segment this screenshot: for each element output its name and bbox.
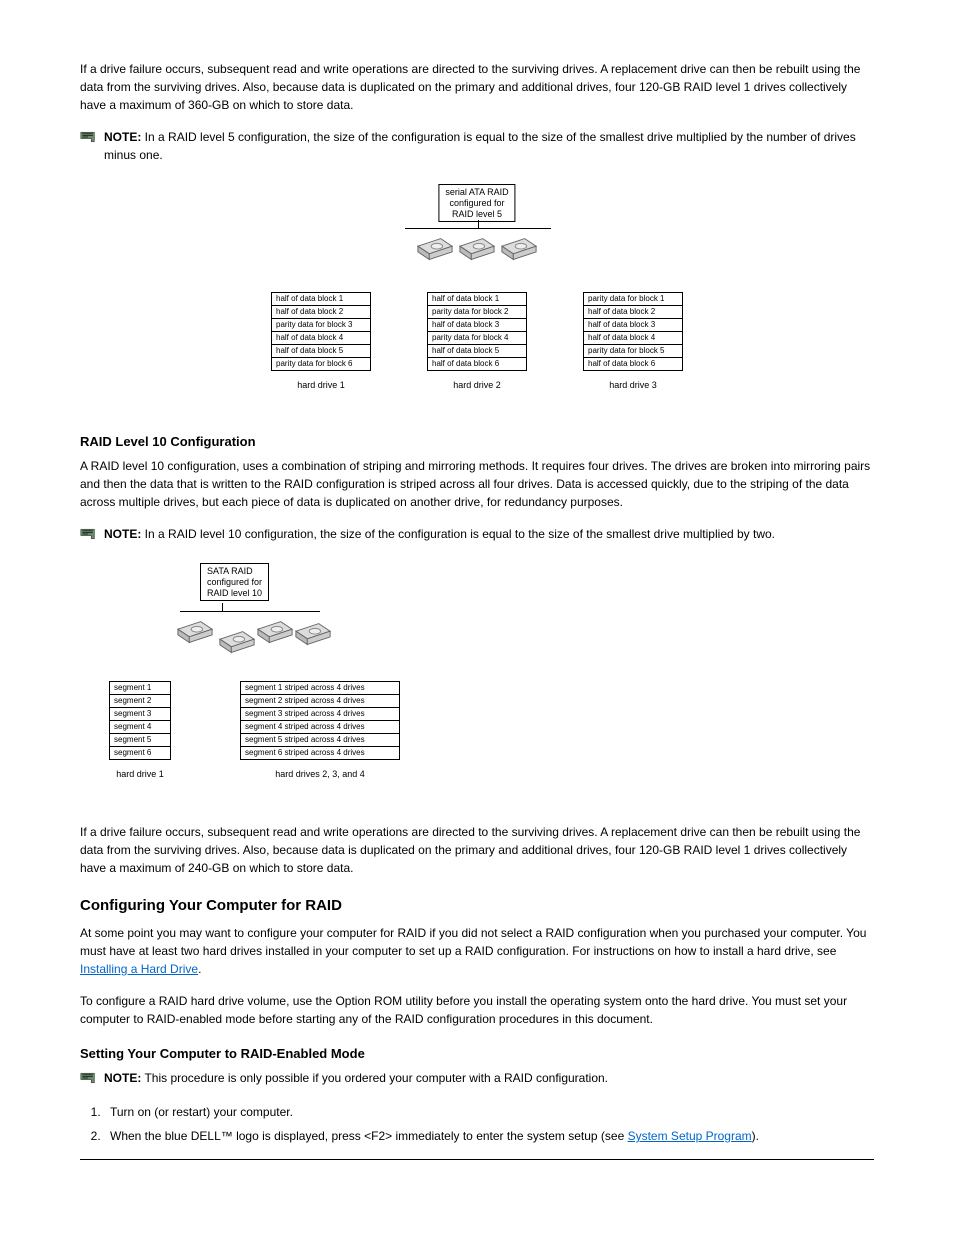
raid5-drives — [407, 236, 547, 284]
table-row: parity data for block 5 — [583, 344, 683, 358]
note-body: This procedure is only possible if you o… — [141, 1071, 608, 1085]
table-row: segment 4 striped across 4 drives — [240, 720, 400, 734]
drive-icon — [500, 236, 538, 264]
config-paragraph: At some point you may want to configure … — [80, 924, 874, 978]
li1-text: Turn on (or restart) your computer. — [110, 1105, 293, 1119]
raid5-col3: parity data for block 1 half of data blo… — [569, 292, 697, 390]
li2-post: ). — [752, 1129, 759, 1143]
table-row: half of data block 4 — [271, 331, 371, 345]
table-row: segment 1 striped across 4 drives — [240, 681, 400, 695]
topbox-line: configured for — [207, 577, 262, 588]
note-body: In a RAID level 10 configuration, the si… — [141, 527, 775, 541]
note-label: NOTE: — [104, 1071, 141, 1085]
li2-pre: When the blue DELL™ logo is displayed, p… — [110, 1129, 628, 1143]
note-label: NOTE: — [104, 527, 141, 541]
table-row: segment 3 striped across 4 drives — [240, 707, 400, 721]
note-body: In a RAID level 5 configuration, the siz… — [104, 130, 856, 162]
table-row: half of data block 1 — [271, 292, 371, 306]
config-paragraph2: To configure a RAID hard drive volume, u… — [80, 992, 874, 1028]
topbox-line: SATA RAID — [207, 566, 262, 577]
raid10-col-left: segment 1 segment 2 segment 3 segment 4 … — [100, 681, 180, 779]
note-raid10: NOTE: In a RAID level 10 configuration, … — [80, 525, 874, 543]
note-label: NOTE: — [104, 130, 141, 144]
topbox-line: RAID level 5 — [445, 209, 508, 220]
table-row: half of data block 6 — [583, 357, 683, 371]
raid10-heading: RAID Level 10 Configuration — [80, 434, 874, 449]
topbox-line: RAID level 10 — [207, 588, 262, 599]
raid10-caption-right: hard drives 2, 3, and 4 — [275, 769, 365, 779]
raid-enabled-heading: Setting Your Computer to RAID-Enabled Mo… — [80, 1046, 874, 1061]
raid5-caption3: hard drive 3 — [609, 380, 657, 390]
system-setup-link[interactable]: System Setup Program — [628, 1129, 752, 1143]
table-row: half of data block 2 — [583, 305, 683, 319]
drive-icon — [294, 621, 332, 649]
table-row: segment 6 striped across 4 drives — [240, 746, 400, 760]
drive-icon — [176, 619, 214, 647]
config-para-pre: At some point you may want to configure … — [80, 926, 866, 958]
table-row: parity data for block 2 — [427, 305, 527, 319]
drive-icon — [256, 619, 294, 647]
topbox-line: configured for — [445, 198, 508, 209]
note-icon — [80, 130, 96, 144]
table-row: segment 2 striped across 4 drives — [240, 694, 400, 708]
raid10-figure: SATA RAID configured for RAID level 10 s… — [80, 563, 874, 793]
raid5-col1: half of data block 1 half of data block … — [257, 292, 385, 390]
note-raid5: NOTE: In a RAID level 5 configuration, t… — [80, 128, 874, 164]
table-row: parity data for block 1 — [583, 292, 683, 306]
note-text: NOTE: In a RAID level 5 configuration, t… — [104, 128, 874, 164]
table-row: half of data block 5 — [427, 344, 527, 358]
note-raid-enabled: NOTE: This procedure is only possible if… — [80, 1069, 874, 1087]
table-row: half of data block 6 — [427, 357, 527, 371]
list-item: Turn on (or restart) your computer. — [104, 1105, 874, 1119]
table-row: half of data block 3 — [583, 318, 683, 332]
table-row: segment 5 striped across 4 drives — [240, 733, 400, 747]
drive-icon — [218, 629, 256, 657]
raid5-figure: serial ATA RAID configured for RAID leve… — [80, 184, 874, 404]
topbox-line: serial ATA RAID — [445, 187, 508, 198]
raid10-drives — [176, 619, 336, 671]
table-row: half of data block 1 — [427, 292, 527, 306]
table-row: segment 2 — [109, 694, 171, 708]
note-text: NOTE: In a RAID level 10 configuration, … — [104, 525, 874, 543]
table-row: half of data block 3 — [427, 318, 527, 332]
table-row: segment 1 — [109, 681, 171, 695]
table-row: segment 6 — [109, 746, 171, 760]
raid10-topbox: SATA RAID configured for RAID level 10 — [200, 563, 269, 601]
raid10-paragraph1: A RAID level 10 configuration, uses a co… — [80, 457, 874, 511]
table-row: parity data for block 4 — [427, 331, 527, 345]
table-row: half of data block 5 — [271, 344, 371, 358]
config-heading: Configuring Your Computer for RAID — [80, 897, 874, 914]
table-row: segment 4 — [109, 720, 171, 734]
table-row: segment 3 — [109, 707, 171, 721]
table-row: half of data block 2 — [271, 305, 371, 319]
install-hard-drive-link[interactable]: Installing a Hard Drive — [80, 962, 198, 976]
raid10-caption-left: hard drive 1 — [116, 769, 164, 779]
intro-paragraph: If a drive failure occurs, subsequent re… — [80, 60, 874, 114]
raid5-col2: half of data block 1 parity data for blo… — [413, 292, 541, 390]
note-icon — [80, 527, 96, 541]
table-row: half of data block 4 — [583, 331, 683, 345]
raid5-caption2: hard drive 2 — [453, 380, 501, 390]
table-row: parity data for block 6 — [271, 357, 371, 371]
table-row: segment 5 — [109, 733, 171, 747]
table-row: parity data for block 3 — [271, 318, 371, 332]
raid5-caption1: hard drive 1 — [297, 380, 345, 390]
drive-icon — [416, 236, 454, 264]
drive-icon — [458, 236, 496, 264]
raid10-paragraph2: If a drive failure occurs, subsequent re… — [80, 823, 874, 877]
raid5-topbox: serial ATA RAID configured for RAID leve… — [438, 184, 515, 222]
footer-rule — [80, 1159, 874, 1160]
raid10-col-right: segment 1 striped across 4 drives segmen… — [230, 681, 410, 779]
note-text: NOTE: This procedure is only possible if… — [104, 1069, 874, 1087]
note-icon — [80, 1071, 96, 1085]
list-item: When the blue DELL™ logo is displayed, p… — [104, 1129, 874, 1143]
